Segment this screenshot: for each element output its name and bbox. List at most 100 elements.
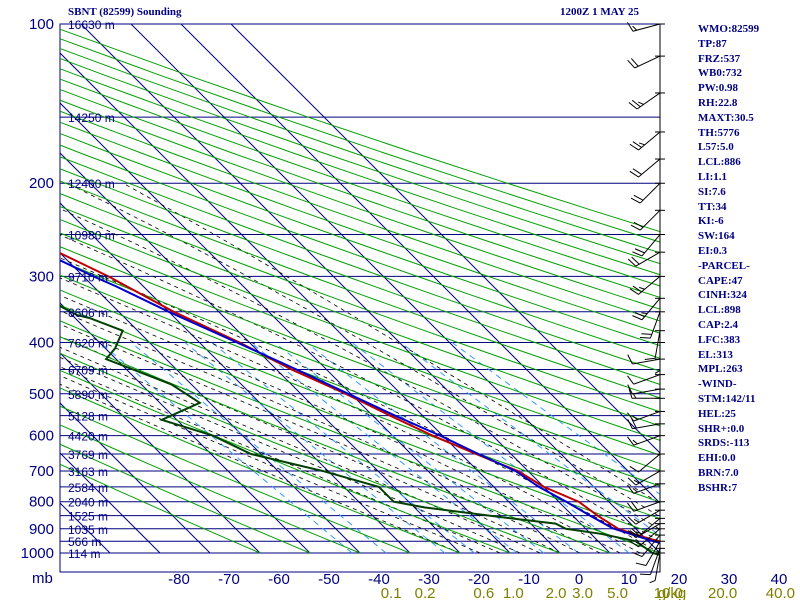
temperature-tick-label: -40: [368, 571, 390, 588]
isotherm-line: [60, 52, 561, 554]
wind-barb: [627, 251, 661, 267]
temperature-trace: [60, 251, 660, 543]
wind-barb: [649, 552, 661, 584]
pressure-tick-label: 100: [29, 16, 54, 33]
moist-adiabat: [60, 346, 541, 554]
height-label: 4420 m: [68, 430, 108, 444]
wind-barb: [627, 354, 661, 365]
mixing-ratio-tick-label: 0.2: [415, 585, 436, 600]
dry-adiabat: [60, 68, 660, 276]
dry-adiabat: [60, 246, 660, 472]
height-label: 114 m: [68, 547, 100, 561]
wind-barb: [632, 534, 661, 557]
wind-barb: [629, 131, 661, 151]
dry-adiabat: [60, 443, 311, 554]
sounding-traces: [60, 251, 660, 556]
pressure-tick-label: 600: [29, 428, 54, 445]
dry-adiabat: [60, 260, 660, 487]
moist-adiabats: [60, 182, 660, 554]
stat-item: -PARCEL-: [698, 259, 750, 272]
pressure-tick-label: 1000: [21, 545, 54, 562]
mixing-ratio-tick-label: 40.0: [766, 585, 795, 600]
mixing-ratio-line: [274, 342, 544, 554]
height-label: 6709 m: [68, 364, 108, 378]
height-label: 3769 m: [68, 448, 108, 462]
isotherm-line: [60, 452, 161, 554]
mixing-ratio-line: [305, 342, 579, 554]
dry-adiabat: [60, 232, 660, 456]
moist-adiabat: [60, 277, 641, 554]
wind-barb: [627, 435, 661, 446]
dry-adiabat: [60, 387, 461, 554]
temperature-tick-label: -10: [518, 571, 540, 588]
stat-item: LFC:383: [698, 333, 741, 346]
isobar-isotherm-grid: [59, 23, 661, 573]
temperature-tick-label: -60: [268, 571, 290, 588]
stat-item: FRZ:537: [698, 52, 741, 65]
wind-barb: [627, 418, 661, 430]
stat-item: MPL:263: [698, 363, 743, 376]
dry-adiabat: [60, 132, 660, 347]
dry-adiabat: [60, 336, 611, 554]
wind-barb: [627, 55, 661, 69]
dry-adiabat: [60, 28, 660, 233]
moist-adiabat: [60, 234, 660, 542]
wind-barb-column: [627, 22, 665, 584]
dry-adiabat: [60, 47, 660, 254]
pressure-tick-label: 500: [29, 386, 54, 403]
mixing-ratio-tick-label: 20.0: [708, 585, 737, 600]
pressure-tick-label: 400: [29, 334, 54, 351]
observation-time: 1200Z 1 MAY 25: [560, 6, 639, 18]
height-label: 8606 m: [68, 306, 108, 320]
mixing-ratio-tick-label: 0.1: [381, 585, 402, 600]
mixing-ratio-tick-label: 5.0: [607, 585, 628, 600]
stat-item: SI:7.6: [698, 185, 726, 198]
mixing-ratio-tick-label: 1.0: [503, 585, 524, 600]
wind-barb: [627, 509, 661, 525]
stat-item: STM:142/11: [698, 392, 756, 405]
moist-adiabat: [122, 182, 660, 505]
stat-item: WB0:732: [698, 67, 742, 80]
stat-item: TP:87: [698, 37, 727, 50]
moist-adiabat: [60, 383, 461, 554]
stat-item: BSHR:7: [698, 481, 738, 494]
moist-adiabat: [60, 208, 660, 530]
height-label: 9710 m: [68, 270, 108, 284]
mixing-ratio-line: [211, 342, 475, 554]
station-title: SBNT (82599) Sounding: [68, 6, 182, 18]
stat-item: L57:5.0: [698, 141, 734, 154]
wind-barb: [629, 276, 661, 295]
height-label: 5890 m: [68, 388, 108, 402]
stat-item: SRDS:-113: [698, 437, 750, 450]
height-label: 7620 m: [68, 336, 108, 350]
temperature-tick-label: -20: [468, 571, 490, 588]
pressure-tick-label: 900: [29, 521, 54, 538]
stat-item: SHR+:0.0: [698, 422, 745, 435]
stability-index-panel: WMO:82599 TP:87 FRZ:537 WB0:732 PW:0.98 RH:22…: [698, 22, 759, 496]
mixing-ratio-tick-label: 0.6: [473, 585, 494, 600]
dry-adiabat: [60, 463, 261, 554]
dry-adiabat: [60, 218, 660, 441]
temperature-tick-label: -80: [168, 571, 190, 588]
height-label: 2040 m: [68, 496, 108, 510]
temperature-tick-label: -70: [218, 571, 240, 588]
stat-item: WMO:82599: [698, 23, 760, 35]
dry-adiabat: [60, 156, 660, 372]
mixing-ratio-line: [351, 342, 630, 554]
height-label: 14250 m: [68, 111, 115, 125]
dry-adiabat: [60, 424, 361, 554]
wind-barb: [628, 92, 661, 110]
moist-adiabat: [66, 182, 660, 518]
stat-item: LI:1.1: [698, 170, 728, 183]
temperature-tick-label: 40: [771, 571, 788, 588]
wind-barb: [627, 470, 661, 486]
temperature-tick-label: 0: [575, 571, 583, 588]
dry-adiabat: [60, 78, 660, 287]
stat-item: CINH:324: [698, 289, 747, 302]
wind-barb: [644, 330, 661, 360]
pressure-tick-label: 700: [29, 463, 54, 480]
wind-barb: [629, 517, 661, 537]
temperature-tick-label: 30: [721, 571, 738, 588]
dry-adiabat: [60, 304, 660, 537]
